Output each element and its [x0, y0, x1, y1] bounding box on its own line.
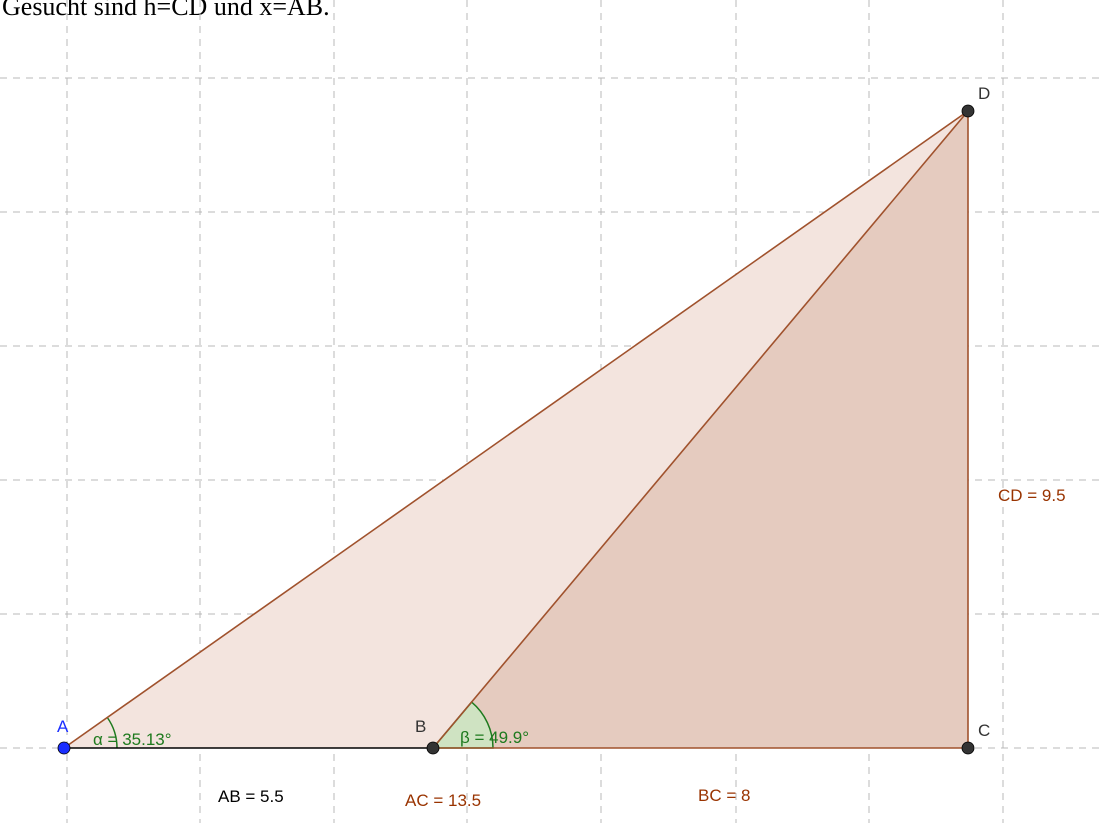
angle-beta-arc[interactable] — [431, 701, 494, 749]
segment-BC-label: BC = 8 — [698, 786, 750, 805]
angle-beta-label: β = 49.9° — [460, 728, 529, 747]
point-C[interactable] — [961, 741, 975, 755]
point-A-label: A — [57, 717, 69, 736]
point-B-label: B — [415, 717, 426, 736]
segment-AC-label: AC = 13.5 — [405, 791, 481, 810]
point-A[interactable] — [57, 741, 71, 755]
angle-alpha-label: α = 35.13° — [93, 730, 172, 749]
point-C-label: C — [978, 721, 990, 740]
point-B[interactable] — [426, 741, 440, 755]
point-D-label: D — [978, 84, 990, 103]
segment-AD[interactable] — [63, 110, 969, 749]
angle-alpha-arc-outline[interactable] — [106, 717, 118, 749]
segment-AB-label: AB = 5.5 — [218, 787, 284, 806]
segment-BD[interactable] — [432, 110, 969, 749]
point-D[interactable] — [961, 104, 975, 118]
caption-text: Gesucht sind h=CD und x=AB. — [2, 0, 330, 21]
segment-CD-label: CD = 9.5 — [998, 486, 1066, 505]
